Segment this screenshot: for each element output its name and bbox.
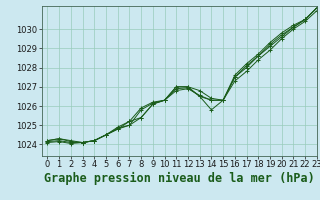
X-axis label: Graphe pression niveau de la mer (hPa): Graphe pression niveau de la mer (hPa) [44,172,315,185]
